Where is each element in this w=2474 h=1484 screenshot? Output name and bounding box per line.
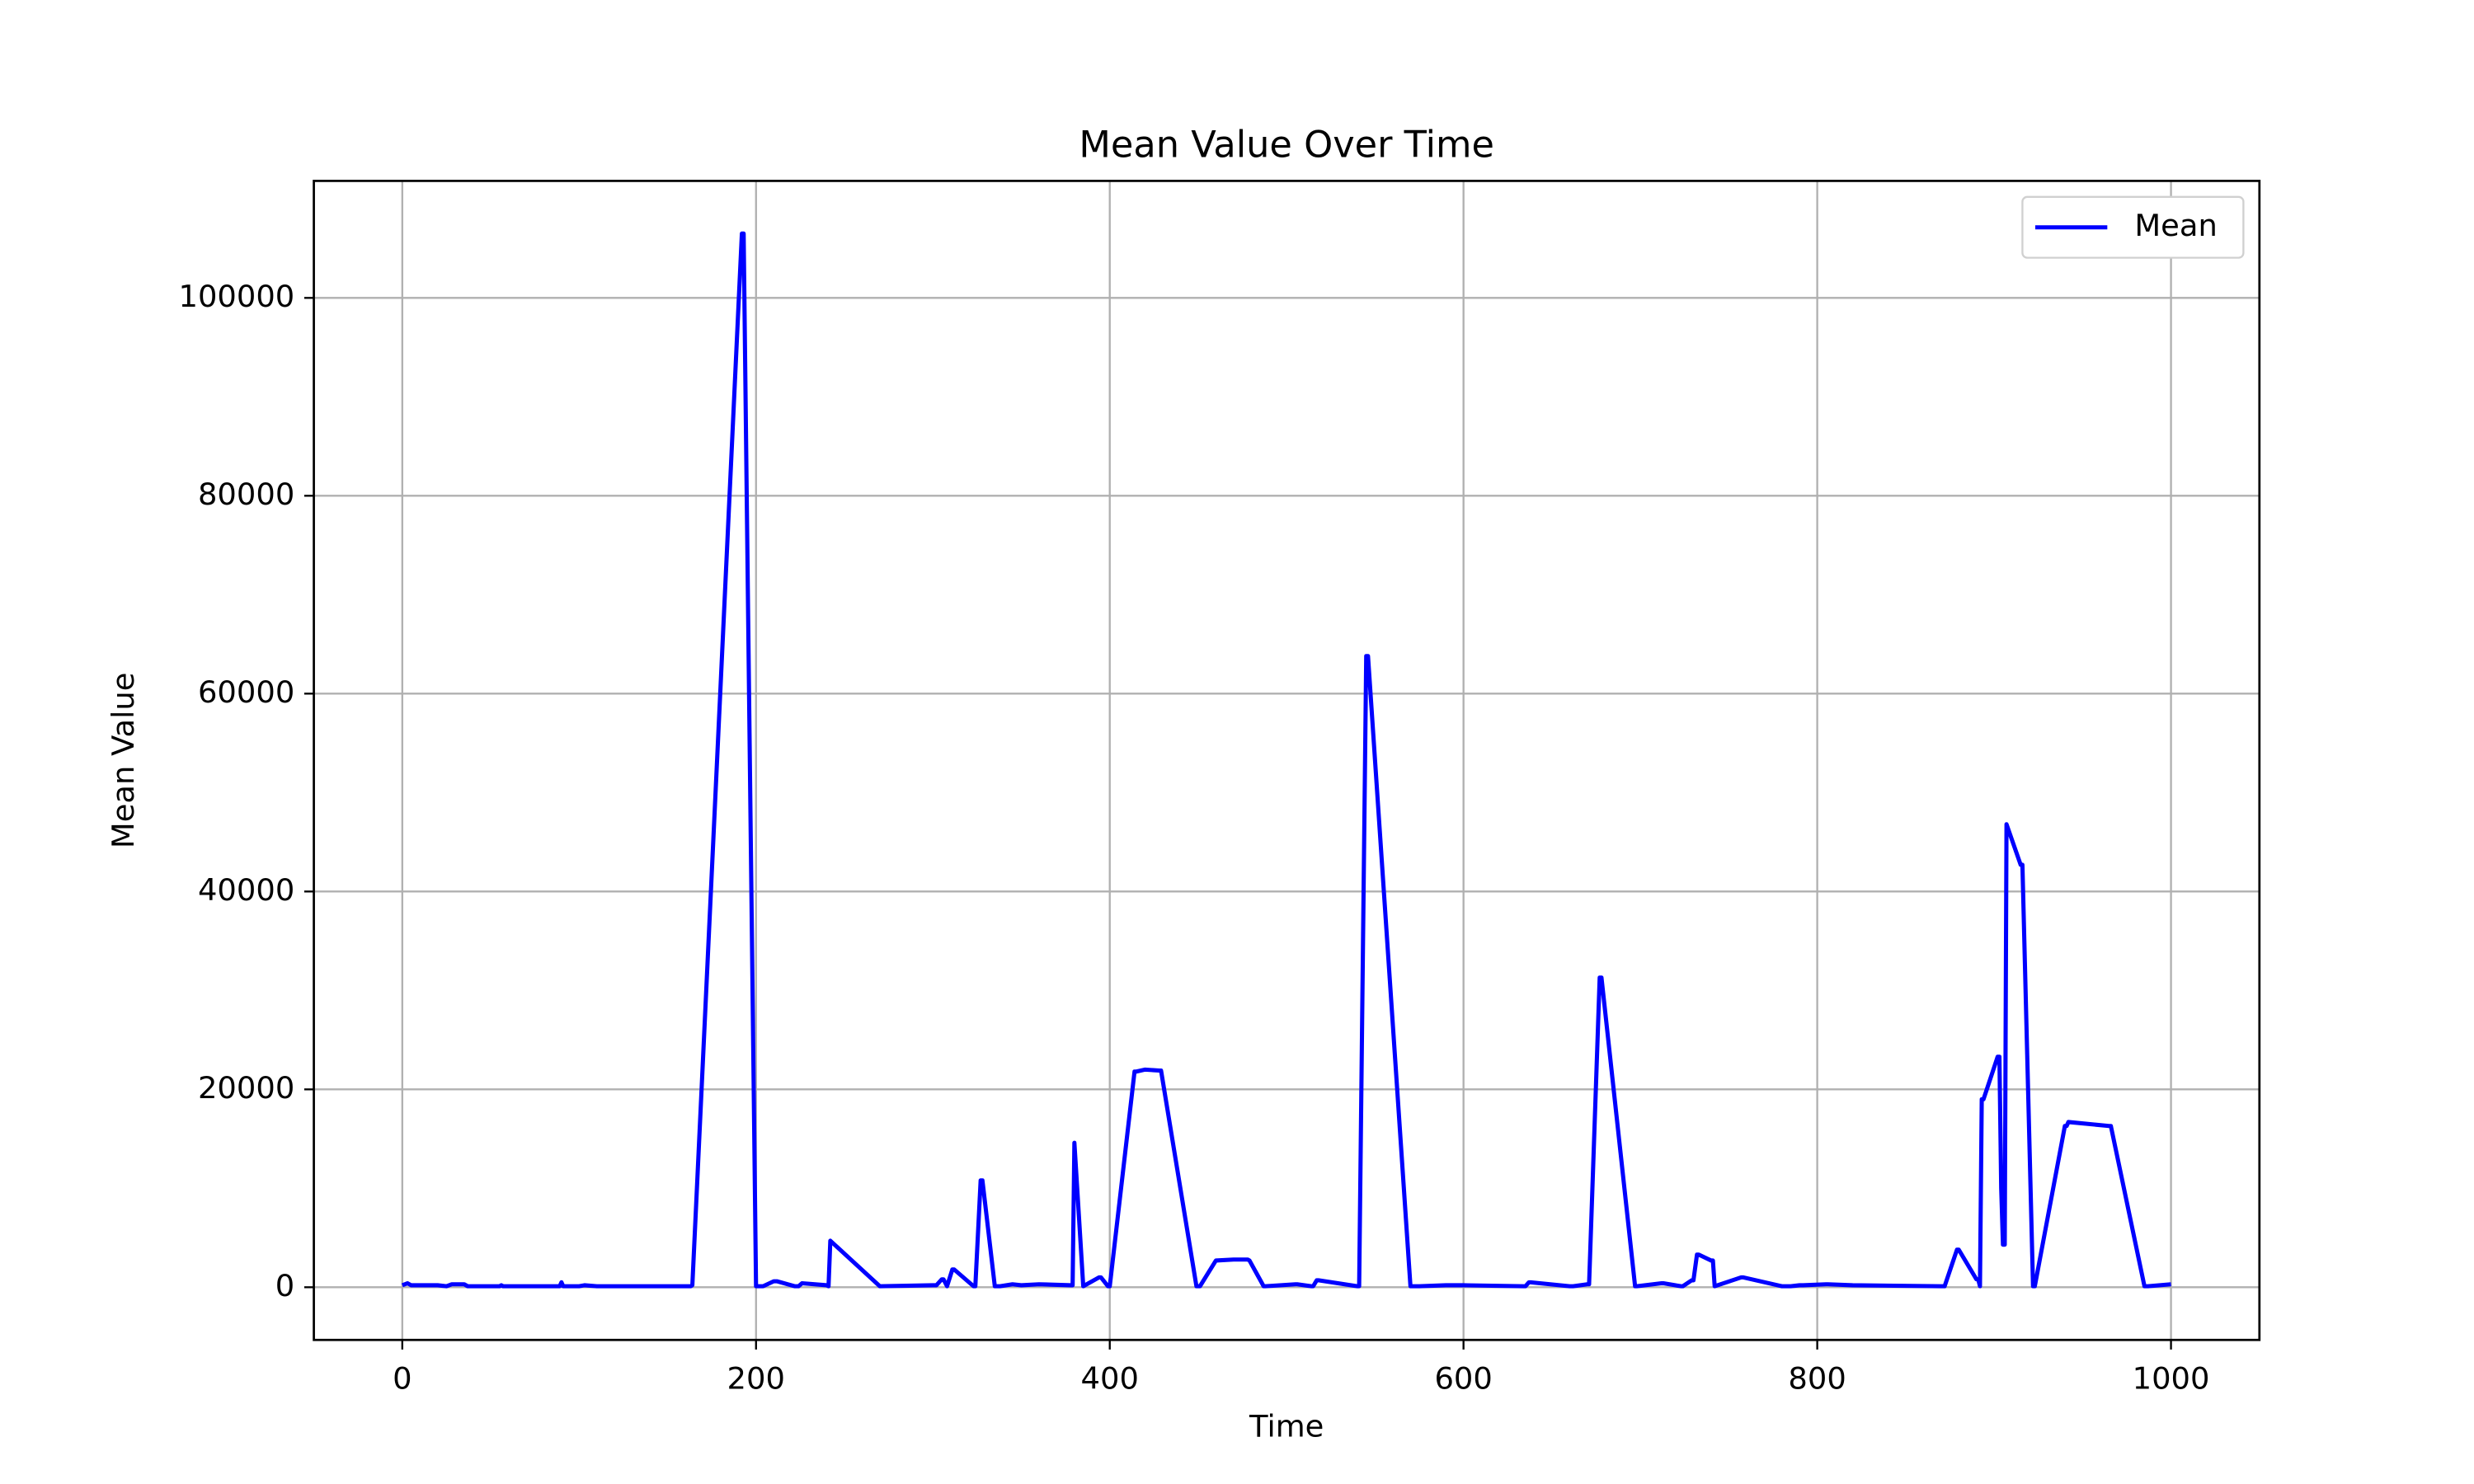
plot-frame <box>313 180 2261 1341</box>
x-tick-label: 400 <box>1081 1360 1139 1396</box>
y-tick-label: 80000 <box>198 477 294 512</box>
x-tick-label: 800 <box>1788 1360 1846 1396</box>
x-tick-label: 1000 <box>2133 1360 2210 1396</box>
data-line <box>401 231 2171 1289</box>
y-tick-label: 0 <box>275 1268 294 1303</box>
legend: Mean <box>2021 195 2245 259</box>
legend-label: Mean <box>2134 208 2217 243</box>
y-tick-label: 40000 <box>198 872 294 908</box>
y-tick-label: 100000 <box>179 279 295 314</box>
legend-box <box>2021 195 2245 259</box>
y-tick-label: 20000 <box>198 1070 294 1106</box>
chart-title: Mean Value Over Time <box>1079 124 1494 167</box>
x-tick-label: 600 <box>1434 1360 1492 1396</box>
x-tick-label: 0 <box>393 1360 412 1396</box>
y-tick-label: 60000 <box>198 674 294 710</box>
x-axis-label: Time <box>1249 1409 1324 1444</box>
x-tick-label: 200 <box>727 1360 785 1396</box>
y-axis-label: Mean Value <box>106 673 141 848</box>
